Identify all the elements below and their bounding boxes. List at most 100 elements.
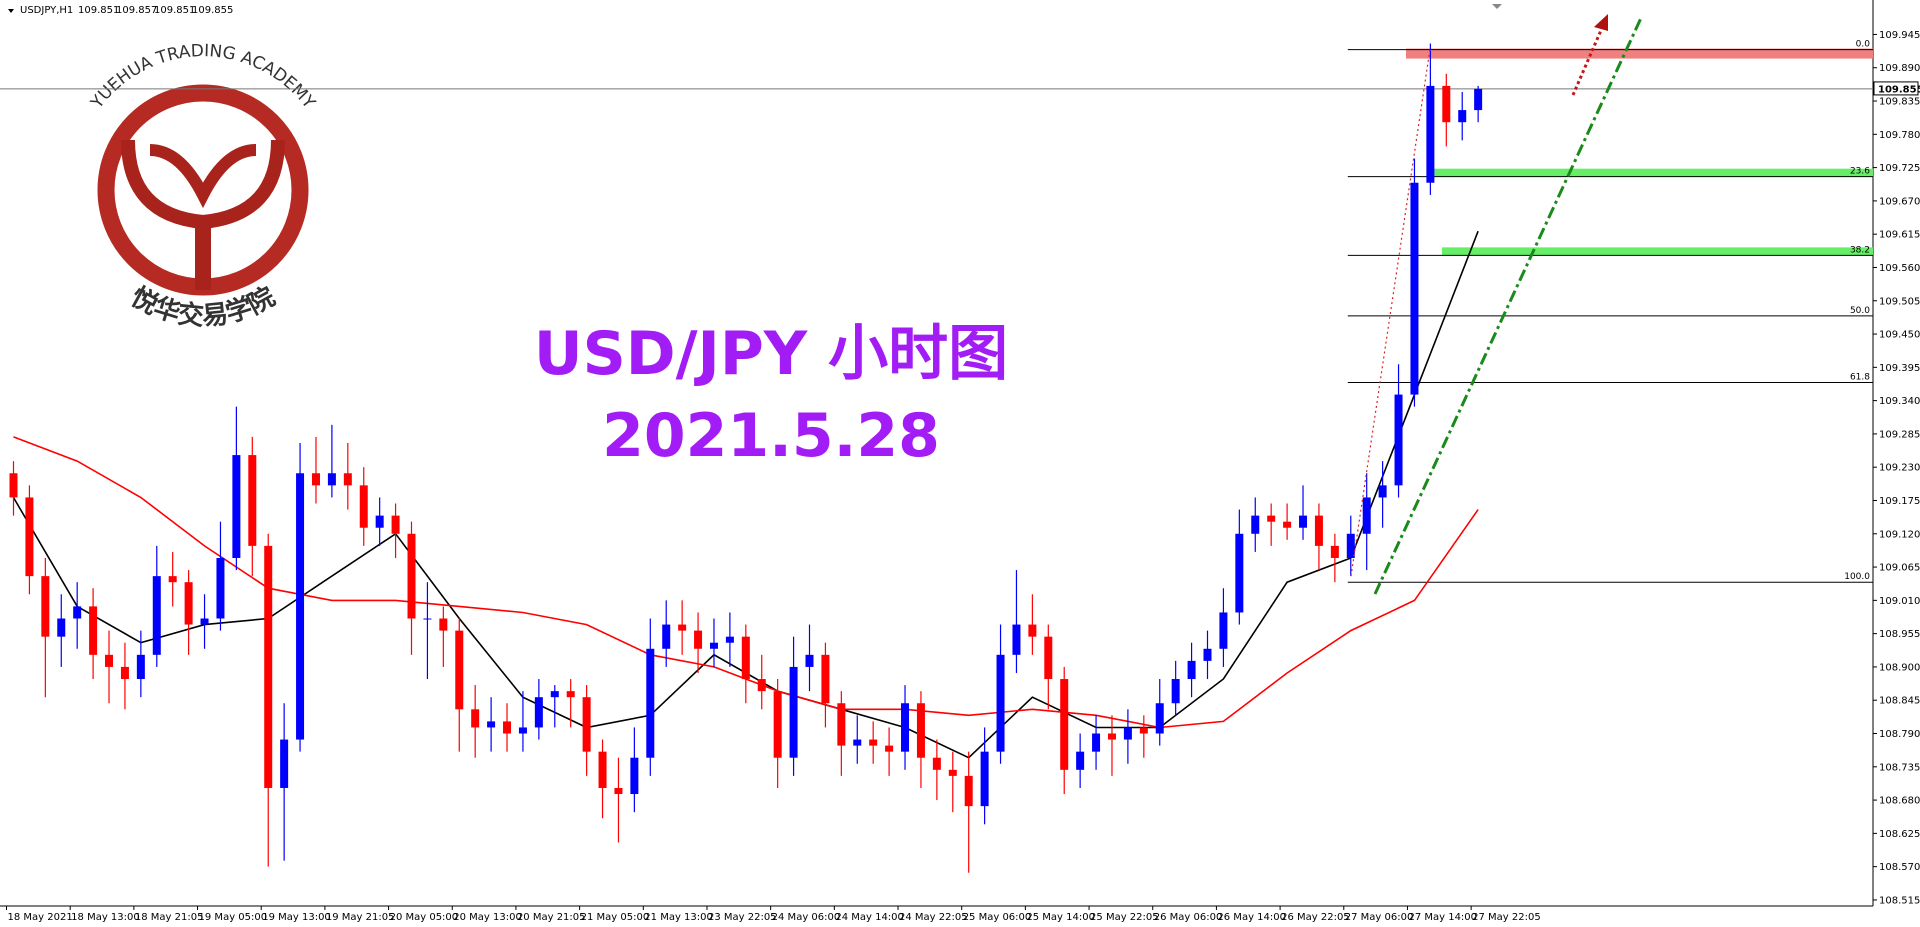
current-price-label: 109.855 [1878,84,1920,95]
candle-body [1107,733,1116,740]
candle-body [248,455,257,546]
candle-body [1155,703,1164,734]
x-tick-label: 18 May 2021 [8,912,73,923]
x-tick-label: 19 May 13:00 [262,912,331,923]
candle-body [264,545,273,788]
candle-body [455,630,464,710]
candle-body [136,654,145,680]
candle-body [280,739,289,788]
y-tick-label: 109.285 [1879,429,1920,440]
candle-body [1426,85,1435,183]
y-tick-label: 108.625 [1879,829,1920,840]
candle-body [964,775,973,807]
candle-body [1458,110,1467,123]
x-tick-label: 20 May 13:00 [453,912,522,923]
candle-body [725,636,734,643]
x-tick-label: 24 May 06:00 [772,912,841,923]
fib-label: 50.0 [1850,306,1870,316]
ohlc-low: 109.851 [154,5,195,16]
candle-body [1362,497,1371,534]
candle-body [503,721,512,734]
candle-body [805,654,814,667]
menu-triangle [8,9,14,13]
current-price-box [1873,81,1919,96]
fib-label: 23.6 [1850,167,1870,177]
candle-body [901,703,910,752]
y-tick-label: 108.680 [1879,796,1920,807]
candle-body [550,691,559,698]
y-tick-label: 109.395 [1879,363,1920,374]
y-tick-label: 109.560 [1879,263,1920,274]
fib-zone [1428,168,1873,177]
candle-body [1378,485,1387,498]
y-tick-label: 108.790 [1879,729,1920,740]
candle-body [1123,727,1132,740]
candle-body [1283,521,1292,528]
candle-body [1267,515,1276,522]
y-tick-label: 109.725 [1879,163,1920,174]
y-tick-label: 108.900 [1879,662,1920,673]
candle-body [343,473,352,486]
candle-body [487,721,496,728]
candle-body [359,485,368,528]
candle-body [709,642,718,649]
fib-label: 61.8 [1850,372,1870,382]
candle-body [996,654,1005,752]
candle-body [89,606,98,655]
candle-body [916,703,925,758]
candle-body [1442,85,1451,123]
ohlc-close: 109.855 [192,5,233,16]
y-tick-label: 109.835 [1879,97,1920,108]
fib-label: 38.2 [1850,245,1870,255]
candle-body [407,533,416,619]
candle-body [980,751,989,807]
candle-body [184,582,193,625]
y-tick-label: 109.615 [1879,230,1920,241]
candle-body [582,697,591,752]
candle-body [1076,751,1085,770]
candle-body [232,455,241,558]
candle-body [200,618,209,625]
y-tick-label: 108.515 [1879,895,1920,906]
ohlc-high: 109.857 [116,5,157,16]
y-tick-label: 109.065 [1879,563,1920,574]
impulse-line [1350,48,1431,577]
x-tick-label: 27 May 22:05 [1472,912,1541,923]
candle-body [439,618,448,631]
candle-body [1219,612,1228,649]
candle-body [1251,515,1260,534]
candle-body [534,697,543,728]
candle-body [614,787,623,795]
candle-body [646,648,655,758]
candle-body [73,606,82,619]
candle-body [1187,660,1196,680]
x-tick-label: 23 May 22:05 [708,912,777,923]
logo-shape [149,144,257,209]
candle-body [773,691,782,758]
chart-subtitle: 2021.5.28 [602,401,940,471]
candle-body [678,624,687,631]
y-tick-label: 109.670 [1879,196,1920,207]
x-tick-label: 20 May 05:00 [390,912,459,923]
candle-body [1171,679,1180,704]
symbol: USDJPY,H1 [20,5,73,16]
y-tick-label: 109.890 [1879,63,1920,74]
candle-body [566,691,575,698]
fib-label: 0.0 [1856,40,1871,50]
y-tick-label: 109.505 [1879,296,1920,307]
x-tick-label: 27 May 14:00 [1408,912,1477,923]
candle-body [1203,648,1212,661]
candle-body [789,666,798,758]
x-tick-label: 18 May 21:05 [135,912,204,923]
y-tick-label: 109.230 [1879,463,1920,474]
candle-body [423,618,432,620]
candle-body [662,624,671,649]
candle-body [9,473,18,498]
x-tick-label: 25 May 06:00 [963,912,1032,923]
candle-body [327,473,336,486]
candle-body [1060,679,1069,770]
candle-body [1346,533,1355,558]
